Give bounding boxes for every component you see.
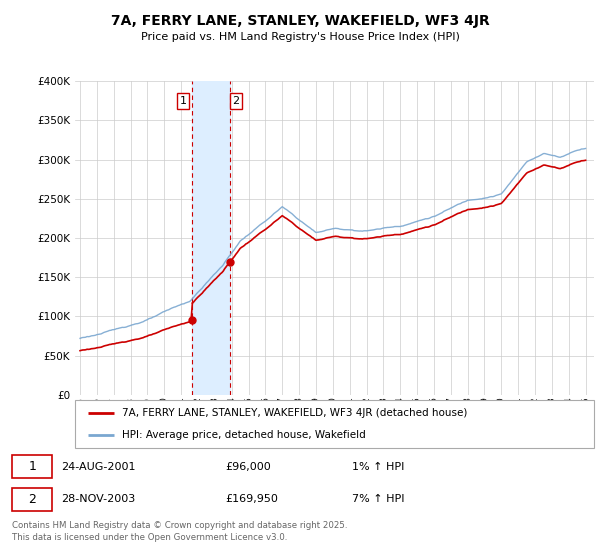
Text: Price paid vs. HM Land Registry's House Price Index (HPI): Price paid vs. HM Land Registry's House … xyxy=(140,32,460,42)
Text: 1: 1 xyxy=(179,96,187,106)
Text: £96,000: £96,000 xyxy=(225,461,271,472)
FancyBboxPatch shape xyxy=(12,488,52,511)
Text: 2: 2 xyxy=(233,96,239,106)
Text: 1: 1 xyxy=(28,460,36,473)
Bar xyxy=(192,81,230,395)
Text: HPI: Average price, detached house, Wakefield: HPI: Average price, detached house, Wake… xyxy=(122,430,365,440)
Text: 7A, FERRY LANE, STANLEY, WAKEFIELD, WF3 4JR (detached house): 7A, FERRY LANE, STANLEY, WAKEFIELD, WF3 … xyxy=(122,408,467,418)
Text: Contains HM Land Registry data © Crown copyright and database right 2025.
This d: Contains HM Land Registry data © Crown c… xyxy=(12,521,347,542)
Text: £169,950: £169,950 xyxy=(225,494,278,505)
Text: 7% ↑ HPI: 7% ↑ HPI xyxy=(352,494,404,505)
Text: 7A, FERRY LANE, STANLEY, WAKEFIELD, WF3 4JR: 7A, FERRY LANE, STANLEY, WAKEFIELD, WF3 … xyxy=(110,14,490,28)
Text: 1% ↑ HPI: 1% ↑ HPI xyxy=(352,461,404,472)
FancyBboxPatch shape xyxy=(12,455,52,478)
Text: 2: 2 xyxy=(28,493,36,506)
Text: 28-NOV-2003: 28-NOV-2003 xyxy=(61,494,135,505)
Text: 24-AUG-2001: 24-AUG-2001 xyxy=(61,461,136,472)
